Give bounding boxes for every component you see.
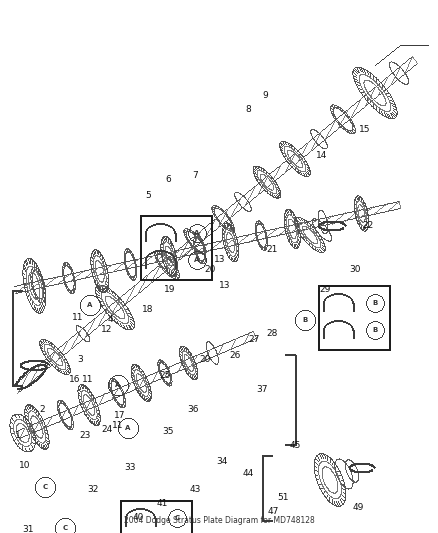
Text: 10: 10 — [19, 461, 31, 470]
Text: 24: 24 — [101, 425, 113, 434]
Text: 4: 4 — [107, 316, 113, 325]
Text: A: A — [194, 230, 200, 236]
Text: A: A — [125, 425, 131, 431]
Text: 7: 7 — [192, 171, 198, 180]
Text: B: B — [302, 317, 307, 323]
Text: 1: 1 — [15, 431, 21, 440]
Text: 29: 29 — [319, 286, 331, 295]
Text: 2: 2 — [39, 406, 45, 415]
Text: 25: 25 — [159, 370, 171, 379]
Text: 36: 36 — [187, 406, 199, 415]
Text: A: A — [194, 257, 200, 263]
Text: 33: 33 — [124, 464, 136, 472]
Text: 14: 14 — [316, 150, 328, 159]
Text: 17: 17 — [114, 410, 126, 419]
Text: B: B — [372, 327, 378, 333]
Text: 6: 6 — [165, 175, 171, 184]
Text: 5: 5 — [145, 190, 151, 199]
Text: 18: 18 — [142, 305, 154, 314]
Text: 41: 41 — [156, 498, 168, 507]
Text: 11: 11 — [72, 313, 84, 322]
Text: 28: 28 — [266, 328, 278, 337]
Text: A: A — [87, 302, 93, 308]
Text: 34: 34 — [216, 457, 228, 466]
Text: 9: 9 — [262, 91, 268, 100]
Text: 19: 19 — [164, 286, 176, 295]
Text: B: B — [372, 300, 378, 306]
Text: 43: 43 — [189, 486, 201, 495]
Text: 22: 22 — [362, 221, 374, 230]
Text: 20: 20 — [204, 265, 215, 274]
Text: 2004 Dodge Stratus Plate Diagram for MD748128: 2004 Dodge Stratus Plate Diagram for MD7… — [124, 516, 314, 525]
Text: 31: 31 — [22, 526, 34, 533]
Text: 27: 27 — [248, 335, 260, 344]
Text: 13: 13 — [219, 280, 231, 289]
Text: C: C — [42, 484, 48, 490]
Text: 45: 45 — [290, 440, 301, 449]
Text: 11: 11 — [112, 421, 124, 430]
Text: 16: 16 — [69, 376, 81, 384]
Text: 44: 44 — [242, 469, 254, 478]
Text: 3: 3 — [77, 356, 83, 365]
Text: 13: 13 — [214, 255, 226, 264]
Text: 49: 49 — [352, 503, 364, 512]
Text: A: A — [115, 382, 121, 388]
Text: 47: 47 — [267, 507, 279, 516]
Text: 11: 11 — [82, 376, 94, 384]
Text: 30: 30 — [349, 265, 361, 274]
Text: 21: 21 — [266, 246, 278, 254]
Text: 26: 26 — [230, 351, 241, 359]
Text: 32: 32 — [87, 486, 99, 495]
Text: 20: 20 — [199, 356, 211, 365]
Text: 12: 12 — [101, 326, 113, 335]
Text: 51: 51 — [277, 494, 289, 503]
Text: 8: 8 — [245, 106, 251, 115]
Text: 35: 35 — [162, 427, 174, 437]
Text: 37: 37 — [256, 385, 268, 394]
Text: 23: 23 — [79, 431, 91, 440]
Text: C: C — [63, 525, 67, 531]
Text: 40: 40 — [132, 513, 144, 522]
Text: 15: 15 — [359, 125, 371, 134]
Text: C: C — [174, 515, 180, 521]
